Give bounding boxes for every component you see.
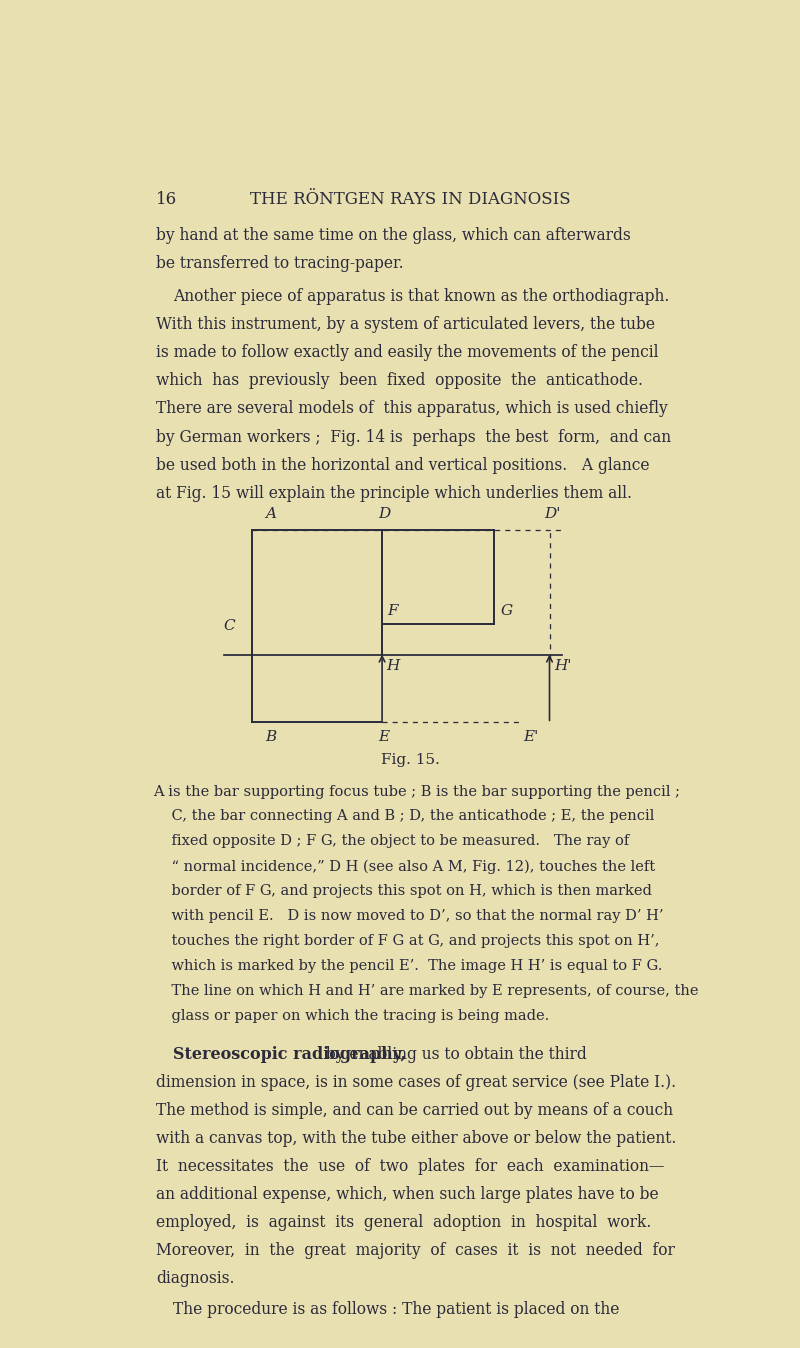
Text: with pencil E.   D is now moved to D’, so that the normal ray D’ H’: with pencil E. D is now moved to D’, so … xyxy=(153,909,663,923)
Text: The line on which H and H’ are marked by E represents, of course, the: The line on which H and H’ are marked by… xyxy=(153,984,698,998)
Text: H: H xyxy=(386,659,399,673)
Text: E': E' xyxy=(523,729,539,744)
Text: border of F G, and projects this spot on H, which is then marked: border of F G, and projects this spot on… xyxy=(153,884,651,898)
Text: G: G xyxy=(501,604,514,619)
Text: by German workers ;  Fig. 14 is  perhaps  the best  form,  and can: by German workers ; Fig. 14 is perhaps t… xyxy=(156,429,671,446)
Text: by hand at the same time on the glass, which can afterwards: by hand at the same time on the glass, w… xyxy=(156,228,630,244)
Text: 16: 16 xyxy=(156,191,177,208)
Text: dimension in space, is in some cases of great service (see Plate I.).: dimension in space, is in some cases of … xyxy=(156,1074,676,1091)
Text: Fig. 15.: Fig. 15. xyxy=(381,754,439,767)
Text: which  has  previously  been  fixed  opposite  the  anticathode.: which has previously been fixed opposite… xyxy=(156,372,643,390)
Text: diagnosis.: diagnosis. xyxy=(156,1270,234,1287)
Text: Moreover,  in  the  great  majority  of  cases  it  is  not  needed  for: Moreover, in the great majority of cases… xyxy=(156,1243,674,1259)
Text: at Fig. 15 will explain the principle which underlies them all.: at Fig. 15 will explain the principle wh… xyxy=(156,484,632,501)
Text: E: E xyxy=(378,729,390,744)
Text: B: B xyxy=(265,729,276,744)
Text: H': H' xyxy=(554,659,572,673)
Text: A is the bar supporting focus tube ; B is the bar supporting the pencil ;: A is the bar supporting focus tube ; B i… xyxy=(153,785,680,798)
Text: It  necessitates  the  use  of  two  plates  for  each  examination—: It necessitates the use of two plates fo… xyxy=(156,1158,664,1175)
Text: D: D xyxy=(378,507,390,520)
Text: which is marked by the pencil E’.  The image H H’ is equal to F G.: which is marked by the pencil E’. The im… xyxy=(153,958,662,973)
Text: The procedure is as follows : The patient is placed on the: The procedure is as follows : The patien… xyxy=(173,1301,619,1318)
Text: A: A xyxy=(265,507,276,520)
Text: D': D' xyxy=(544,507,561,520)
Text: an additional expense, which, when such large plates have to be: an additional expense, which, when such … xyxy=(156,1186,658,1204)
Text: “ normal incidence,” D H (see also A M, Fig. 12), touches the left: “ normal incidence,” D H (see also A M, … xyxy=(153,859,655,874)
Text: F: F xyxy=(387,604,398,619)
Text: The method is simple, and can be carried out by means of a couch: The method is simple, and can be carried… xyxy=(156,1103,673,1119)
Text: THE RÖNTGEN RAYS IN DIAGNOSIS: THE RÖNTGEN RAYS IN DIAGNOSIS xyxy=(250,191,570,208)
Text: glass or paper on which the tracing is being made.: glass or paper on which the tracing is b… xyxy=(153,1008,549,1023)
Text: touches the right border of F G at G, and projects this spot on H’,: touches the right border of F G at G, an… xyxy=(153,934,659,948)
Text: With this instrument, by a system of articulated levers, the tube: With this instrument, by a system of art… xyxy=(156,317,654,333)
Text: There are several models of  this apparatus, which is used chiefly: There are several models of this apparat… xyxy=(156,400,667,418)
Text: C: C xyxy=(223,619,234,634)
Text: Another piece of apparatus is that known as the orthodiagraph.: Another piece of apparatus is that known… xyxy=(173,288,670,306)
Text: be transferred to tracing-paper.: be transferred to tracing-paper. xyxy=(156,255,403,272)
Text: is made to follow exactly and easily the movements of the pencil: is made to follow exactly and easily the… xyxy=(156,345,658,361)
Text: by enabling us to obtain the third: by enabling us to obtain the third xyxy=(321,1046,586,1064)
Text: employed,  is  against  its  general  adoption  in  hospital  work.: employed, is against its general adoptio… xyxy=(156,1215,651,1231)
Text: C, the bar connecting A and B ; D, the anticathode ; E, the pencil: C, the bar connecting A and B ; D, the a… xyxy=(153,809,654,824)
Text: be used both in the horizontal and vertical positions.   A glance: be used both in the horizontal and verti… xyxy=(156,457,650,473)
Text: Stereoscopic radiography,: Stereoscopic radiography, xyxy=(173,1046,406,1064)
Text: with a canvas top, with the tube either above or below the patient.: with a canvas top, with the tube either … xyxy=(156,1130,676,1147)
Text: fixed opposite D ; F G, the object to be measured.   The ray of: fixed opposite D ; F G, the object to be… xyxy=(153,834,629,848)
